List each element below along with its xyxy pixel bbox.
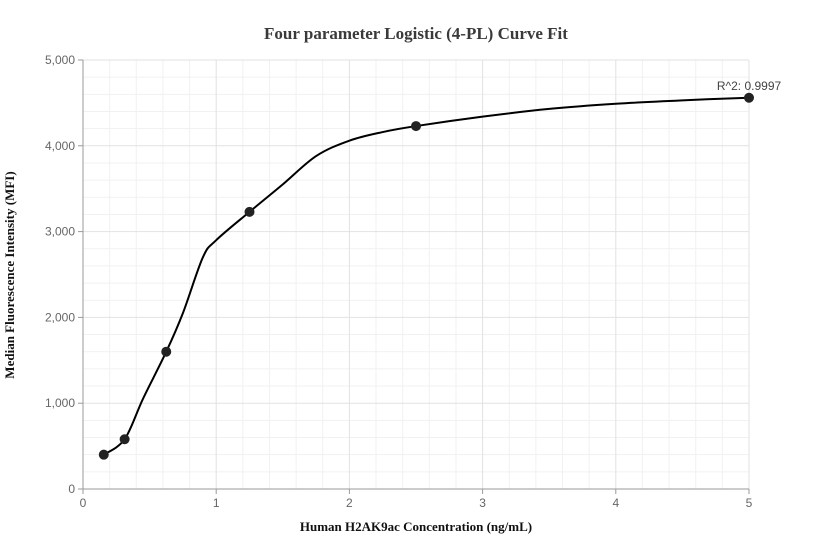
r-squared-annotation: R^2: 0.9997 [717,79,782,93]
x-tick-label: 2 [346,496,353,510]
y-tick-label: 2,000 [45,310,75,324]
x-tick-label: 3 [479,496,486,510]
x-tick-label: 0 [80,496,87,510]
y-tick-label: 1,000 [45,396,75,410]
data-point [244,206,255,217]
y-tick-label: 4,000 [45,139,75,153]
data-point [161,346,172,357]
x-tick-label: 1 [213,496,220,510]
x-axis-title: Human H2AK9ac Concentration (ng/mL) [300,519,532,534]
fit-curve-line [103,96,750,456]
y-tick-label: 0 [68,482,75,496]
x-tick-label: 4 [612,496,619,510]
y-axis-title: Median Fluorescence Intensity (MFI) [2,171,17,378]
y-tick-label: 5,000 [45,53,75,67]
grid-layer [83,59,750,489]
data-point [744,92,754,103]
data-point [119,434,130,445]
chart-title: Four parameter Logistic (4-PL) Curve Fit [264,24,568,43]
x-tick-label: 5 [746,496,753,510]
data-point [98,449,109,460]
data-point [411,121,421,132]
series-layer [98,92,754,460]
y-tick-label: 3,000 [45,225,75,239]
axis-layer: 0 1 2 3 4 5 0 1,000 2,000 3,000 4,000 5,000 [45,53,753,510]
